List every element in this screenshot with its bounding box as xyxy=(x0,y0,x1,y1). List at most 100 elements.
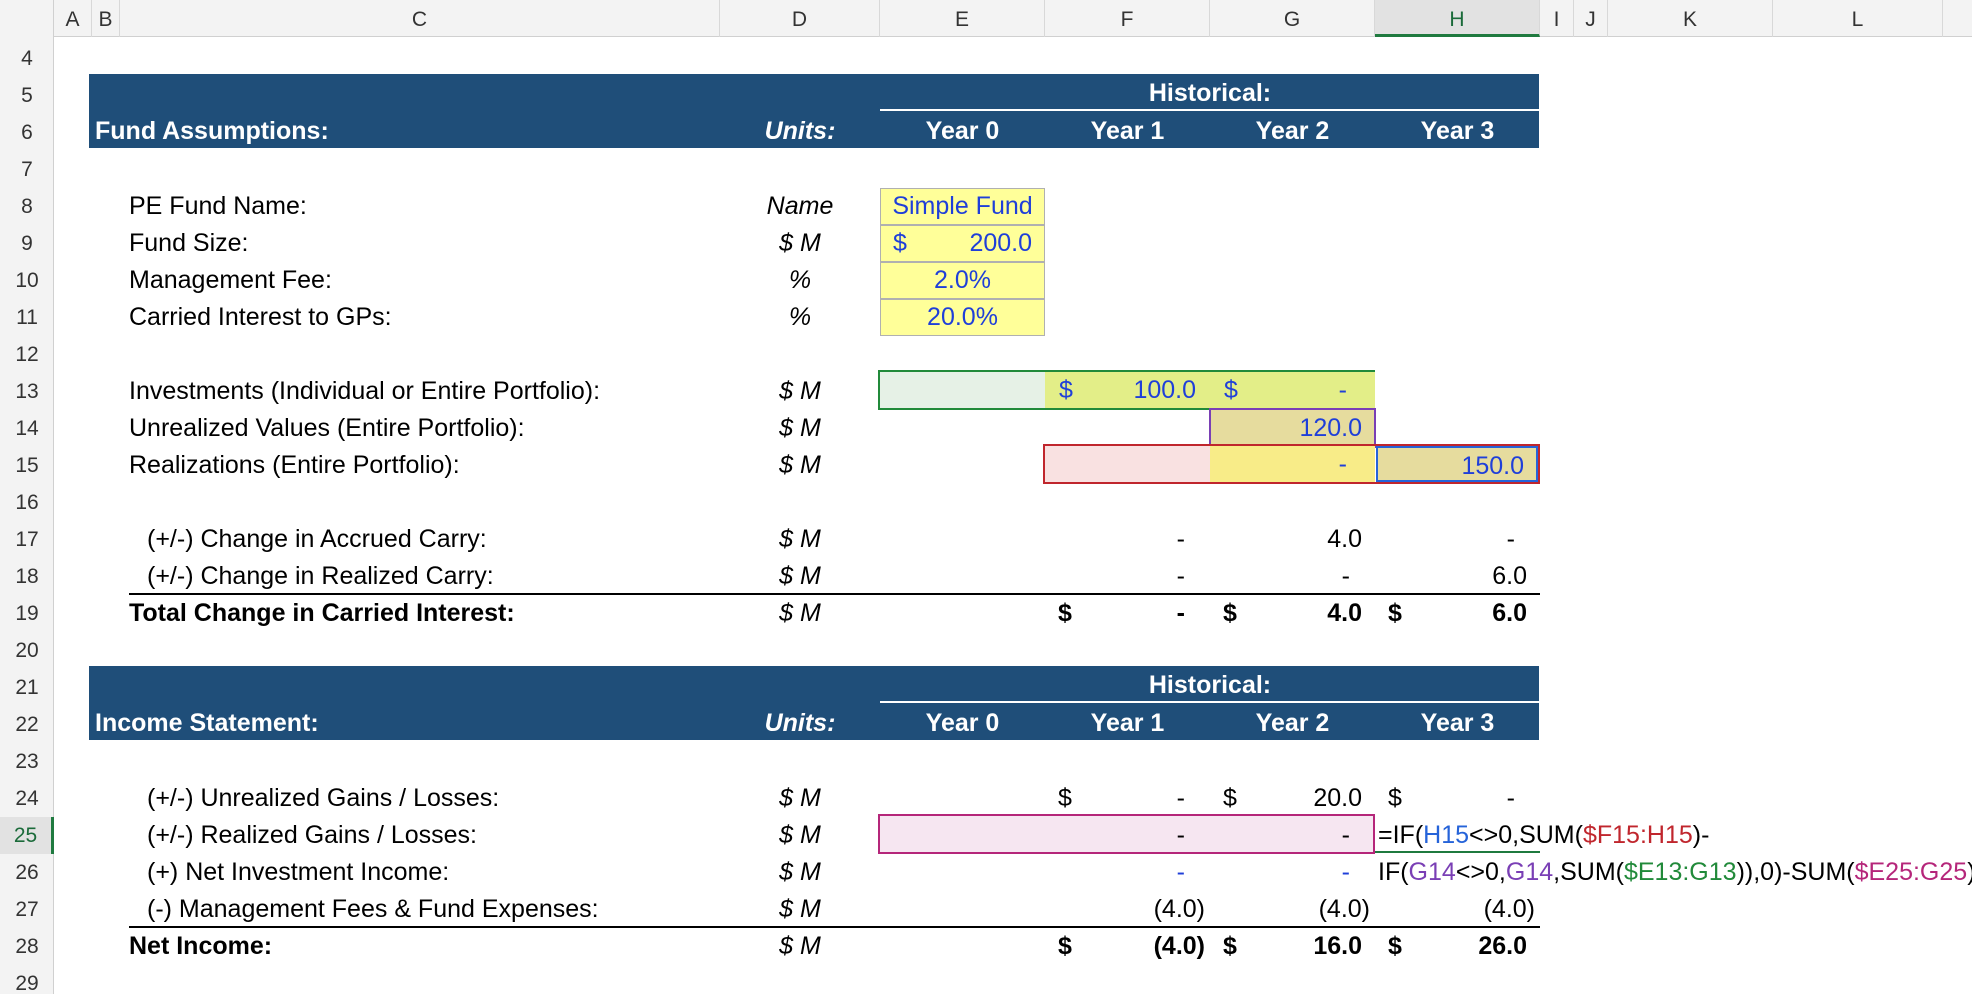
column-header-c[interactable]: C xyxy=(120,0,720,37)
column-header-d[interactable]: D xyxy=(720,0,880,37)
realized-carry-unit: $ M xyxy=(779,562,821,590)
year-3-header: Year 3 xyxy=(1420,117,1495,145)
row-header-10[interactable]: 10 xyxy=(15,269,39,292)
row-header-5[interactable]: 5 xyxy=(21,84,33,107)
row-header-12[interactable]: 12 xyxy=(15,343,39,366)
row-header-4[interactable]: 4 xyxy=(21,47,33,70)
net-income-h-value: 26.0 xyxy=(1478,932,1527,960)
row-header-15[interactable]: 15 xyxy=(15,454,39,477)
row-header-16[interactable]: 16 xyxy=(15,491,39,514)
row-header-21[interactable]: 21 xyxy=(15,676,39,699)
management-fee-input[interactable]: 2.0% xyxy=(880,262,1045,299)
formula-token: <>0,SUM( xyxy=(1469,821,1583,849)
year-2-header: Year 2 xyxy=(1255,117,1330,145)
year-1-header-2: Year 1 xyxy=(1090,709,1165,737)
column-header-i[interactable]: I xyxy=(1540,0,1574,37)
formula-line-1[interactable]: =IF(H15<>0,SUM($F15:H15)- xyxy=(1378,817,1709,854)
unrealized-gains-g-currency: $ xyxy=(1223,784,1237,812)
carried-interest-input[interactable]: 20.0% xyxy=(880,299,1045,336)
row-header-14[interactable]: 14 xyxy=(15,417,39,440)
realizations-f15-cell[interactable] xyxy=(1045,446,1210,482)
accrued-carry-g[interactable]: 4.0 xyxy=(1327,525,1362,553)
formula-ref-h15: H15 xyxy=(1423,821,1470,849)
investments-label: Investments (Individual or Entire Portfo… xyxy=(129,377,601,405)
units-header-2: Units: xyxy=(764,709,836,737)
column-header-j[interactable]: J xyxy=(1574,0,1608,37)
row-header-23[interactable]: 23 xyxy=(15,750,39,773)
management-fees-h[interactable]: (4.0) xyxy=(1483,895,1535,923)
row-header-19[interactable]: 19 xyxy=(15,602,39,625)
formula-ref-f15-h15: $F15:H15 xyxy=(1582,821,1693,849)
unrealized-gains-h-value: - xyxy=(1506,784,1515,812)
column-header-e[interactable]: E xyxy=(880,0,1045,37)
realized-carry-label: (+/-) Change in Realized Carry: xyxy=(147,562,494,590)
realized-carry-h[interactable]: 6.0 xyxy=(1492,562,1527,590)
net-income-label: Net Income: xyxy=(129,932,273,960)
fund-assumptions-header-band xyxy=(89,74,1539,148)
row-header-7[interactable]: 7 xyxy=(21,158,33,181)
year-3-header-2: Year 3 xyxy=(1420,709,1495,737)
investments-f-currency: $ xyxy=(1059,376,1073,404)
total-carry-h-currency: $ xyxy=(1388,599,1402,627)
unrealized-gains-label: (+/-) Unrealized Gains / Losses: xyxy=(147,784,500,812)
row-header-20[interactable]: 20 xyxy=(15,639,39,662)
column-header-f[interactable]: F xyxy=(1045,0,1210,37)
fund-size-input[interactable]: $ 200.0 xyxy=(880,225,1045,262)
fund-name-input[interactable]: Simple Fund xyxy=(880,188,1045,225)
row-header-9[interactable]: 9 xyxy=(21,232,33,255)
unrealized-values-unit: $ M xyxy=(779,414,821,442)
row-header-8[interactable]: 8 xyxy=(21,195,33,218)
column-header-a[interactable]: A xyxy=(54,0,92,37)
investments-g13-cell[interactable]: $ - xyxy=(1210,372,1375,408)
accrued-carry-h[interactable]: - xyxy=(1506,525,1515,553)
active-cell-h25[interactable] xyxy=(1375,815,1540,853)
net-income-divider xyxy=(129,926,1540,928)
row-header-13[interactable]: 13 xyxy=(15,380,39,403)
realizations-g15-cell[interactable]: - xyxy=(1210,446,1375,482)
column-header-b[interactable]: B xyxy=(92,0,120,37)
row-header-6[interactable]: 6 xyxy=(21,121,33,144)
row-header-24[interactable]: 24 xyxy=(15,787,39,810)
row-header-22[interactable]: 22 xyxy=(15,713,39,736)
investments-e13-cell[interactable] xyxy=(880,372,1045,408)
formula-line-2[interactable]: IF(G14<>0,G14,SUM($E13:G13)),0)-SUM($E25… xyxy=(1378,854,1972,891)
row-header-25[interactable]: 25 xyxy=(0,817,54,854)
select-all-corner[interactable] xyxy=(0,0,54,37)
investments-f13-cell[interactable]: $ 100.0 xyxy=(1045,372,1210,408)
accrued-carry-f[interactable]: - xyxy=(1176,525,1185,553)
column-header-l[interactable]: L xyxy=(1773,0,1943,37)
realized-gains-g[interactable]: - xyxy=(1341,821,1350,849)
row-header-27[interactable]: 27 xyxy=(15,898,39,921)
total-carry-g-currency: $ xyxy=(1223,599,1237,627)
net-investment-income-f[interactable]: - xyxy=(1176,858,1185,886)
fund-name-label: PE Fund Name: xyxy=(129,192,307,220)
net-investment-income-unit: $ M xyxy=(779,858,821,886)
realizations-g-value: - xyxy=(1338,450,1347,478)
net-investment-income-g[interactable]: - xyxy=(1341,858,1350,886)
unrealized-gains-unit: $ M xyxy=(779,784,821,812)
total-carry-label: Total Change in Carried Interest: xyxy=(129,599,515,627)
realizations-h15-cell[interactable]: 150.0 xyxy=(1376,446,1538,482)
formula-ref-e25-g25: $E25:G25 xyxy=(1854,858,1968,886)
row-header-26[interactable]: 26 xyxy=(15,861,39,884)
net-investment-income-label: (+) Net Investment Income: xyxy=(147,858,450,886)
accrued-carry-unit: $ M xyxy=(779,525,821,553)
realized-carry-g[interactable]: - xyxy=(1341,562,1350,590)
column-header-h[interactable]: H xyxy=(1375,0,1540,37)
realized-carry-f[interactable]: - xyxy=(1176,562,1185,590)
row-header-17[interactable]: 17 xyxy=(15,528,39,551)
management-fees-f[interactable]: (4.0) xyxy=(1153,895,1205,923)
column-header-k[interactable]: K xyxy=(1608,0,1773,37)
column-header-g[interactable]: G xyxy=(1210,0,1375,37)
management-fees-label: (-) Management Fees & Fund Expenses: xyxy=(147,895,599,923)
investments-g-currency: $ xyxy=(1224,376,1238,404)
realized-gains-f[interactable]: - xyxy=(1176,821,1185,849)
row-header-18[interactable]: 18 xyxy=(15,565,39,588)
management-fees-g[interactable]: (4.0) xyxy=(1318,895,1370,923)
row-header-29[interactable]: 29 xyxy=(15,972,39,995)
carried-interest-label: Carried Interest to GPs: xyxy=(129,303,392,331)
unrealized-values-g14-cell[interactable]: 120.0 xyxy=(1209,408,1376,448)
row-header-28[interactable]: 28 xyxy=(15,935,39,958)
formula-ref-g14: G14 xyxy=(1408,858,1456,886)
row-header-11[interactable]: 11 xyxy=(16,306,38,329)
